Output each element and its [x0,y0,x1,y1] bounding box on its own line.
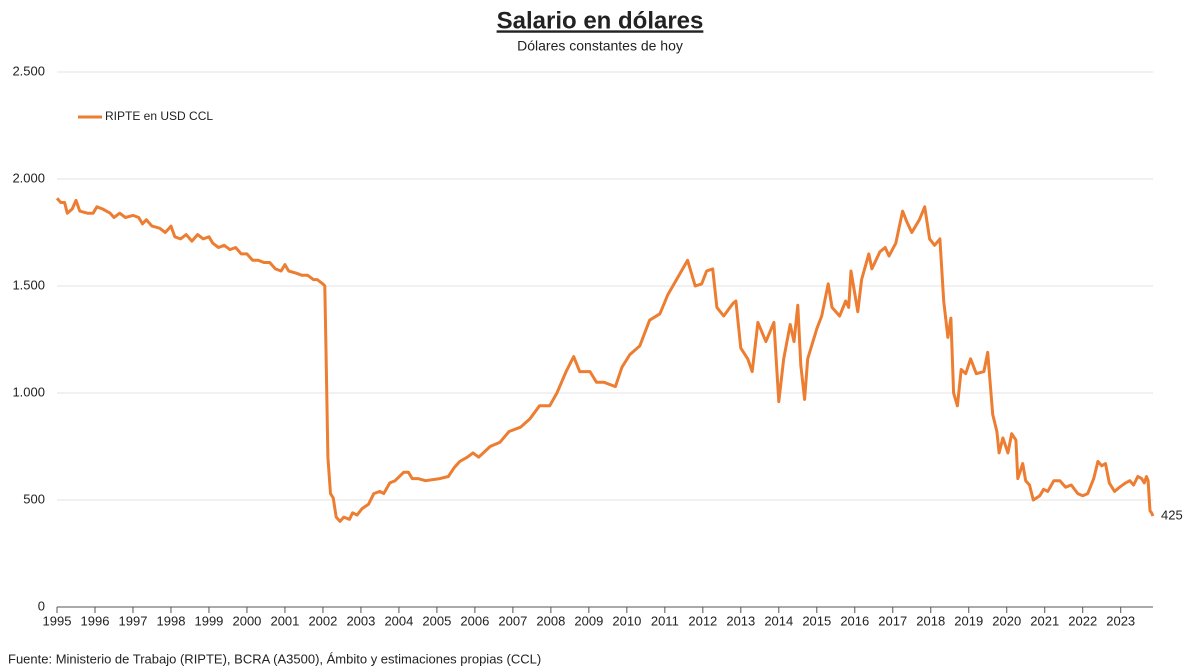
x-tick-label: 2020 [992,613,1021,628]
x-tick-label: 2009 [574,613,603,628]
x-tick-label: 2006 [460,613,489,628]
x-tick-label: 2008 [536,613,565,628]
x-tick-label: 2015 [802,613,831,628]
source-note: Fuente: Ministerio de Trabajo (RIPTE), B… [8,651,541,666]
x-tick-label: 2023 [1106,613,1135,628]
x-tick-label: 2001 [270,613,299,628]
x-tick-label: 2002 [308,613,337,628]
x-tick-label: 2007 [498,613,527,628]
y-tick-label: 0 [38,598,45,613]
chart-title: Salario en dólares [497,7,704,34]
x-tick-label: 1995 [43,613,72,628]
x-tick-label: 2022 [1068,613,1097,628]
x-tick-label: 2019 [954,613,983,628]
x-tick-label: 2021 [1030,613,1059,628]
x-tick-label: 2014 [764,613,793,628]
y-tick-label: 1.500 [12,277,45,292]
x-tick-label: 2012 [688,613,717,628]
x-tick-label: 1998 [157,613,186,628]
legend-label: RIPTE en USD CCL [105,109,213,123]
x-tick-label: 2016 [840,613,869,628]
x-tick-label: 1996 [81,613,110,628]
x-tick-label: 2004 [384,613,413,628]
x-tick-label: 2013 [726,613,755,628]
x-tick-label: 2000 [232,613,261,628]
y-tick-label: 2.000 [12,170,45,185]
x-tick-label: 2010 [612,613,641,628]
x-tick-label: 2003 [346,613,375,628]
x-tick-label: 2017 [878,613,907,628]
x-tick-label: 2005 [422,613,451,628]
y-tick-label: 2.500 [12,63,45,78]
y-tick-label: 1.000 [12,384,45,399]
x-tick-label: 2011 [651,613,679,628]
data-line [55,197,1155,523]
x-tick-label: 2018 [916,613,945,628]
end-value-label: 425 [1161,507,1183,522]
x-tick-label: 1997 [119,613,148,628]
x-tick-label: 1999 [194,613,223,628]
y-tick-label: 500 [23,491,45,506]
chart-subtitle: Dólares constantes de hoy [517,38,683,54]
